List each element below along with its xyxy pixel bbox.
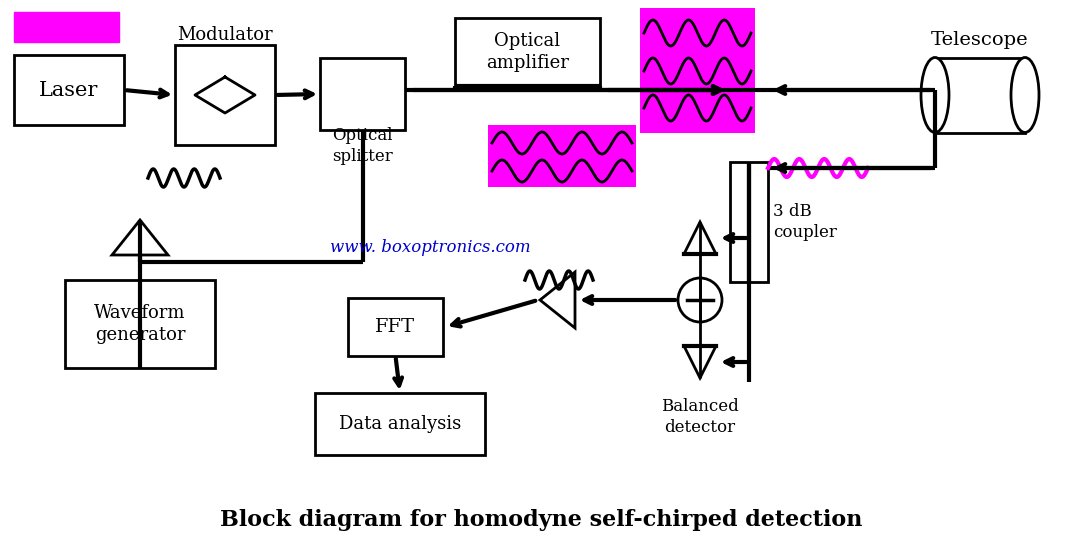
- Bar: [348, 298, 443, 356]
- Bar: [315, 393, 485, 455]
- Bar: [639, 8, 755, 133]
- Ellipse shape: [1011, 57, 1039, 132]
- Text: Data analysis: Data analysis: [339, 415, 461, 433]
- Text: www. boxoptronics.com: www. boxoptronics.com: [330, 240, 530, 256]
- Text: Laser: Laser: [39, 81, 98, 100]
- Bar: [935, 58, 1025, 133]
- Text: Optical
splitter: Optical splitter: [332, 127, 393, 165]
- Bar: [488, 125, 636, 187]
- Text: Modulator: Modulator: [177, 26, 273, 44]
- Text: Optical
amplifier: Optical amplifier: [486, 32, 569, 72]
- Bar: [14, 12, 119, 42]
- Bar: [65, 280, 215, 368]
- Bar: [456, 18, 601, 86]
- Text: FFT: FFT: [375, 318, 415, 336]
- Bar: [320, 58, 405, 130]
- Text: Balanced
detector: Balanced detector: [661, 398, 739, 436]
- Text: Telescope: Telescope: [932, 31, 1029, 49]
- Text: Waveform
generator: Waveform generator: [94, 304, 186, 344]
- Bar: [14, 55, 124, 125]
- Ellipse shape: [921, 57, 949, 132]
- Text: 3 dB
coupler: 3 dB coupler: [773, 203, 836, 241]
- Bar: [175, 45, 275, 145]
- Bar: [730, 162, 768, 282]
- Text: Block diagram for homodyne self-chirped detection: Block diagram for homodyne self-chirped …: [220, 509, 862, 531]
